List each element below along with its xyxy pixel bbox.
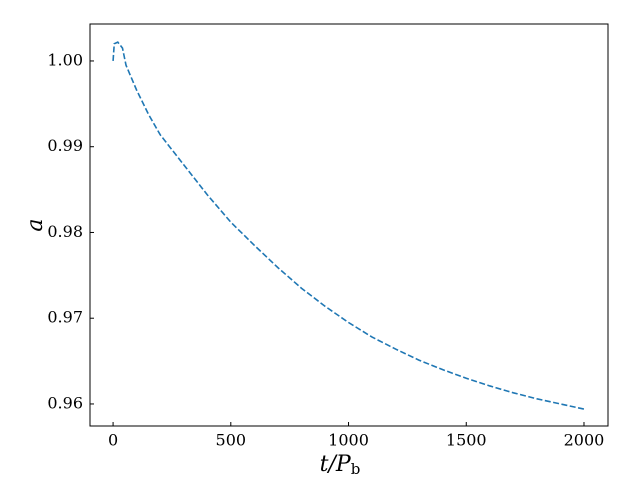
x-axis-label: t/Pb (320, 452, 361, 478)
y-tick-label: 0.98 (47, 222, 83, 241)
x-tick-label: 2000 (564, 431, 605, 450)
x-tick-label: 1000 (328, 431, 369, 450)
data-line (112, 41, 585, 410)
y-tick-label: 0.99 (47, 136, 83, 155)
x-tick-label: 500 (216, 431, 247, 450)
y-tick-label: 0.96 (47, 393, 83, 412)
x-axis-label-sub: b (351, 460, 361, 478)
y-tick-label: 0.97 (47, 308, 83, 327)
y-axis-label: a (23, 218, 48, 231)
x-tick-label: 0 (108, 431, 118, 450)
plot-frame (89, 23, 609, 427)
x-tick-label: 1500 (446, 431, 487, 450)
y-tick-label: 1.00 (47, 50, 83, 69)
x-axis-label-main: t/P (320, 452, 352, 477)
